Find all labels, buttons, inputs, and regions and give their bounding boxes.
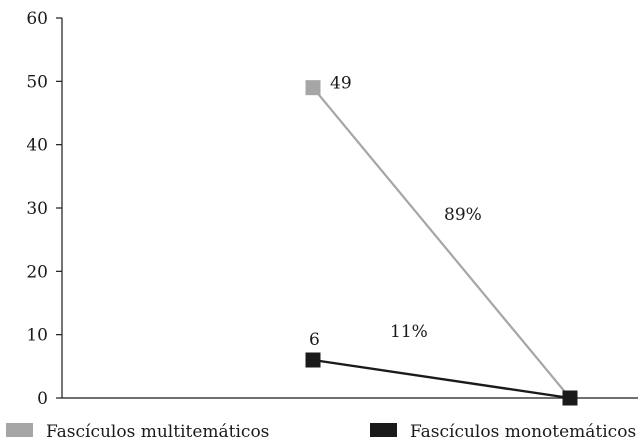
legend-swatch — [6, 423, 33, 437]
chart-legend: Fascículos multitemáticos Fascículos mono… — [6, 422, 636, 442]
y-tick-label: 60 — [26, 9, 48, 29]
legend-label: Fascículos multitemáticos — [46, 422, 269, 442]
data-point-marker — [562, 390, 578, 406]
chart-data-labels: 49 6 89% 11% — [309, 74, 482, 350]
chart-axes: 0 10 20 30 40 50 60 — [26, 9, 638, 409]
data-point-marker — [305, 352, 321, 368]
series-line — [312, 358, 571, 400]
data-label: 6 — [309, 330, 320, 350]
legend-swatch — [370, 423, 397, 437]
y-tick-label: 10 — [26, 326, 48, 346]
chart-series — [305, 80, 578, 406]
y-tick-label: 50 — [26, 72, 48, 92]
y-tick-label: 0 — [37, 389, 48, 409]
series-line — [312, 86, 571, 399]
data-point-marker — [305, 80, 321, 96]
y-tick-label: 40 — [26, 136, 48, 156]
y-tick-label: 30 — [26, 199, 48, 219]
data-label: 49 — [330, 74, 352, 94]
annotation-label: 11% — [390, 322, 428, 342]
annotation-label: 89% — [444, 205, 482, 225]
y-tick-label: 20 — [26, 262, 48, 282]
legend-label: Fascículos monotemáticos — [410, 422, 636, 442]
